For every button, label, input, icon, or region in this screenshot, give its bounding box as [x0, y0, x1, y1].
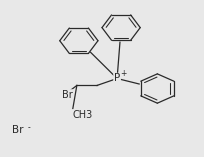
Text: +: +: [120, 69, 127, 78]
Text: Br: Br: [62, 90, 72, 100]
Text: Br: Br: [12, 125, 23, 135]
Text: P: P: [114, 73, 120, 84]
Text: -: -: [27, 123, 30, 132]
Text: CH3: CH3: [73, 110, 93, 120]
